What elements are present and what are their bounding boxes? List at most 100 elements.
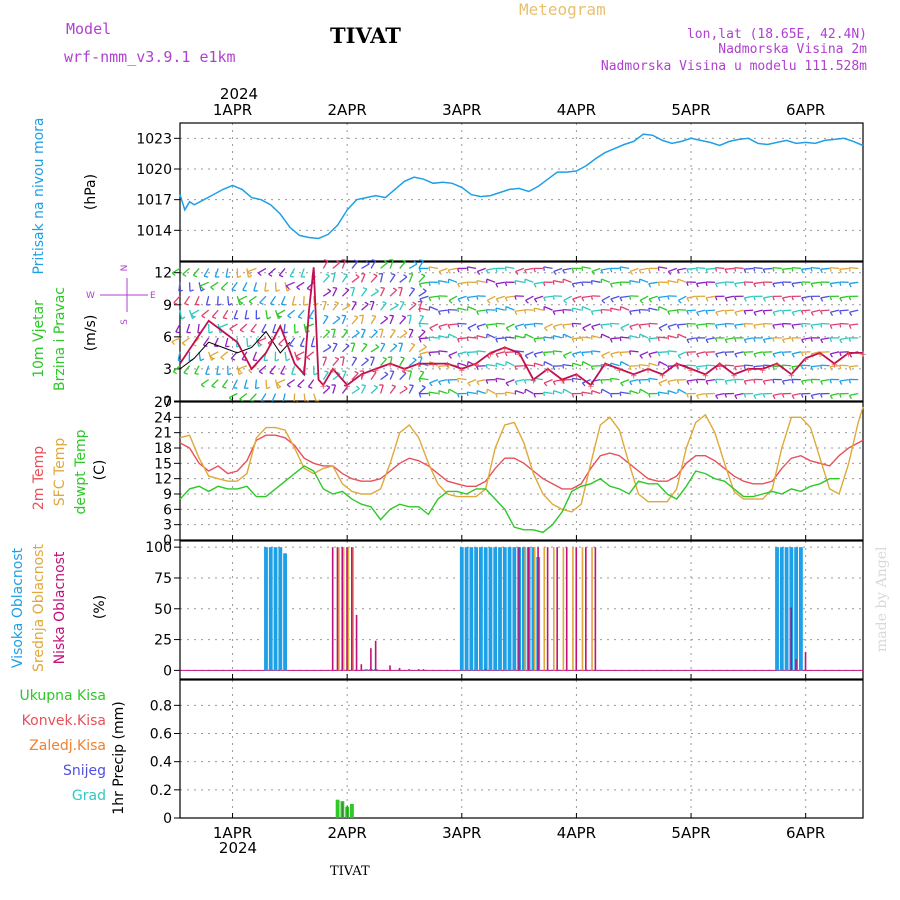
wind-barb — [639, 267, 649, 271]
wind-barb — [418, 260, 424, 269]
wind-barb-flag — [648, 283, 652, 288]
wind-barb — [428, 266, 439, 270]
wind-barb-flag — [476, 295, 479, 300]
wind-barb — [379, 273, 384, 283]
wind-barb-flag — [772, 283, 776, 288]
wind-barb-flag — [810, 296, 813, 301]
wind-barb — [332, 358, 340, 367]
compass-n: N — [120, 265, 130, 272]
wind-dir-marker: + — [329, 366, 337, 376]
wind-barb-flag — [421, 273, 426, 277]
wind-barb-flag — [667, 381, 671, 386]
wind-barb-flag — [505, 361, 507, 366]
wind-barb — [360, 329, 366, 339]
wind-barb — [572, 307, 582, 311]
wind-barb-flag — [734, 324, 737, 329]
wind-barb — [380, 262, 388, 269]
wind-barb — [231, 281, 238, 290]
wind-barb-flag — [552, 326, 557, 331]
wind-barb — [619, 336, 630, 339]
wind-barb — [248, 295, 257, 303]
wind-barb — [428, 295, 439, 299]
wind-barb — [457, 322, 467, 325]
wind-barb-flag — [609, 323, 613, 328]
wind-barb — [667, 378, 677, 383]
wind-barb — [295, 351, 305, 357]
wind-barb-flag — [552, 310, 556, 316]
wind-barb-flag — [781, 297, 786, 302]
wind-barb — [172, 365, 181, 373]
wind-barb-flag — [800, 380, 805, 385]
wind-barb — [668, 267, 677, 273]
wind-barb-flag — [839, 297, 843, 302]
wind-barb-flag — [657, 336, 660, 342]
wind-barb — [205, 296, 210, 306]
wind-barb — [667, 350, 677, 353]
wind-barb-flag — [324, 314, 329, 318]
wind-barb-flag — [571, 353, 576, 358]
wind-barb — [601, 351, 611, 357]
wind-barb-flag — [476, 365, 479, 371]
wind-barb — [763, 295, 773, 299]
wind-barb-flag — [504, 336, 507, 342]
wind-barb-flag — [355, 274, 360, 278]
wind-barb — [495, 351, 505, 355]
wind-barb — [448, 267, 458, 271]
wind-barb — [399, 301, 405, 311]
wind-barb-flag — [657, 297, 661, 302]
wind-barb-flag — [753, 324, 757, 329]
wind-barb-flag — [572, 298, 576, 303]
wind-barb-flag — [581, 266, 584, 271]
wind-barb-flag — [447, 269, 451, 274]
wind-barb — [581, 295, 591, 299]
wind-barb-flag — [791, 395, 795, 400]
wind-barb-flag — [601, 355, 605, 359]
wind-barb — [534, 295, 544, 300]
wind-barb-flag — [247, 271, 251, 276]
wind-barb — [495, 362, 505, 367]
wind-barb — [457, 295, 467, 300]
wind-barb — [849, 365, 859, 368]
wind-barb-flag — [800, 310, 804, 315]
wind-barb — [222, 309, 229, 319]
wind-barb-flag — [353, 259, 358, 263]
wind-barb-flag — [514, 295, 517, 300]
y-tick-label: 1023 — [136, 131, 172, 147]
wind-barb — [232, 379, 238, 388]
wind-barb — [629, 309, 639, 312]
wind-barb-flag — [384, 371, 389, 375]
wind-barb-flag — [181, 316, 186, 320]
wind-barb — [200, 379, 210, 386]
wind-barb — [360, 273, 366, 283]
cloud-low-bar — [417, 669, 420, 671]
wind-barb — [658, 361, 668, 367]
wind-barb — [332, 343, 338, 353]
wind-barb — [418, 346, 427, 353]
wind-barb-flag — [638, 324, 642, 329]
wind-barb — [313, 393, 317, 403]
wind-barb — [190, 380, 192, 389]
wind-barb — [389, 345, 398, 353]
wind-barb-flag — [268, 273, 273, 277]
cloud-high-bar — [521, 547, 526, 671]
footer-station: TIVAT — [330, 864, 370, 879]
wind-dir-marker: + — [358, 371, 366, 381]
wind-barb-flag — [466, 361, 469, 366]
wind-barb — [360, 315, 365, 325]
wind-barb-flag — [327, 344, 332, 348]
wind-barb-flag — [297, 385, 302, 389]
wind-barb-flag — [421, 384, 426, 388]
cloud-low-bar — [389, 665, 391, 671]
wind-barb — [438, 323, 448, 328]
wind-barb — [341, 259, 347, 269]
wind-barb — [715, 266, 725, 270]
cloud-low-bar — [565, 547, 568, 671]
wind-barb-flag — [839, 268, 842, 274]
wind-barb — [639, 351, 649, 357]
wind-barb-flag — [590, 310, 594, 316]
wind-barb — [801, 337, 811, 341]
wind-barb-flag — [387, 356, 392, 359]
wind-barb-flag — [820, 268, 823, 274]
wind-barb — [486, 333, 496, 339]
wind-barb — [467, 336, 477, 339]
